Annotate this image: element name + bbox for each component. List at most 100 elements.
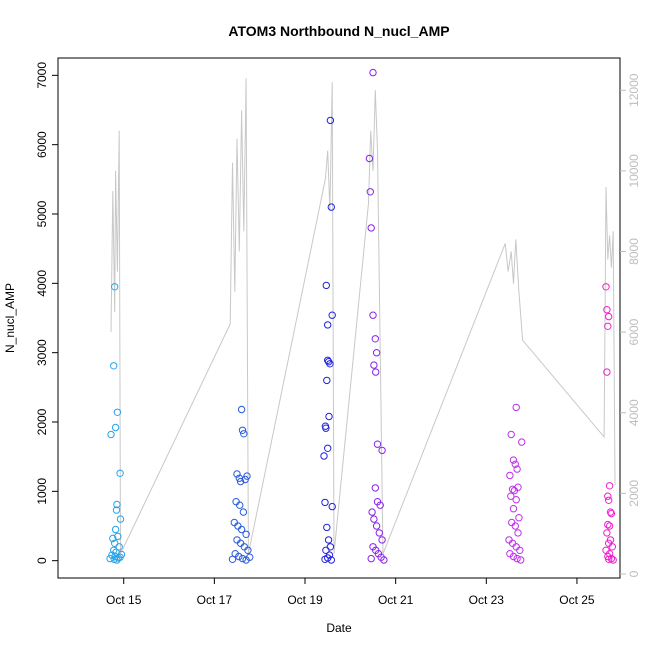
- data-point: [110, 362, 118, 370]
- y2-tick-label: 12000: [627, 73, 641, 107]
- data-point: [604, 492, 612, 500]
- data-point: [323, 523, 331, 532]
- data-point: [507, 492, 515, 500]
- data-point: [373, 440, 382, 448]
- data-point: [513, 554, 521, 563]
- data-point: [116, 469, 124, 477]
- chart-title: ATOM3 Northbound N_nucl_AMP: [228, 23, 449, 39]
- data-point: [372, 368, 380, 376]
- y-tick-label: 4000: [35, 270, 49, 297]
- data-point: [111, 423, 120, 432]
- x-axis-label: Date: [326, 621, 352, 635]
- data-point: [246, 553, 254, 561]
- data-point: [369, 68, 377, 77]
- secondary-series-line: [110, 78, 616, 555]
- data-point: [609, 556, 617, 564]
- data-point: [509, 505, 518, 513]
- data-point: [367, 554, 375, 563]
- data-point: [232, 498, 240, 506]
- data-point: [604, 322, 612, 330]
- data-point: [326, 543, 335, 551]
- plot-area: 0 1000 2000 3000 4000 5000 6000 7000 0 2000 4000 60…: [35, 57, 641, 607]
- y-tick-label: 1000: [35, 478, 49, 505]
- data-point: [320, 452, 328, 460]
- data-point: [507, 430, 515, 439]
- data-point: [107, 430, 115, 439]
- data-point: [324, 444, 332, 452]
- data-point: [375, 529, 383, 537]
- data-point: [509, 456, 518, 464]
- data-point: [236, 501, 244, 509]
- data-point: [327, 203, 335, 211]
- y2-tick-label: 10000: [627, 154, 641, 188]
- data-point: [111, 525, 120, 534]
- data-point: [324, 321, 332, 329]
- data-point: [322, 424, 330, 432]
- x-tick-label: Oct 19: [287, 593, 323, 607]
- data-point: [240, 430, 248, 438]
- data-point: [513, 465, 521, 473]
- y-tick-label: 5000: [35, 200, 49, 227]
- x-tick-label: Oct 15: [106, 593, 142, 607]
- data-point: [228, 555, 237, 563]
- data-point: [602, 283, 610, 291]
- data-point: [518, 438, 526, 446]
- data-point: [326, 116, 335, 125]
- data-point: [511, 460, 519, 468]
- data-point: [514, 529, 522, 537]
- data-point: [328, 502, 336, 511]
- data-point: [111, 283, 119, 291]
- data-point: [237, 405, 246, 414]
- data-point: [368, 508, 376, 516]
- data-point: [106, 554, 114, 563]
- x-tick-label: Oct 25: [559, 593, 595, 607]
- y-axis-label: N_nucl_AMP: [3, 283, 17, 353]
- data-point: [512, 403, 520, 412]
- data-point: [367, 224, 375, 232]
- y2-tick-label: 8000: [627, 238, 641, 265]
- data-point: [608, 543, 616, 551]
- data-point: [370, 515, 378, 523]
- data-point: [112, 506, 121, 514]
- data-point: [605, 555, 613, 563]
- data-point: [321, 555, 329, 563]
- x-tick-label: Oct 17: [197, 593, 233, 607]
- y2-tick-label: 0: [627, 570, 641, 577]
- data-point: [235, 552, 243, 561]
- data-point: [508, 485, 517, 493]
- data-point: [370, 361, 378, 369]
- data-point: [371, 484, 379, 492]
- x-tick-label: Oct 23: [469, 593, 505, 607]
- data-point: [603, 529, 611, 537]
- data-point: [376, 501, 384, 509]
- data-point: [606, 508, 615, 516]
- y-tick-label: 7000: [35, 62, 49, 89]
- data-point: [510, 486, 519, 495]
- data-point: [238, 426, 247, 434]
- y-tick-label: 3000: [35, 339, 49, 366]
- y2-tick-label: 4000: [627, 399, 641, 426]
- data-point: [605, 522, 614, 530]
- data-point: [607, 509, 616, 518]
- data-point: [114, 532, 122, 541]
- data-point: [115, 543, 123, 551]
- data-point: [603, 368, 611, 376]
- data-point: [116, 515, 125, 523]
- data-point: [113, 408, 122, 416]
- y2-tick-label: 2000: [627, 480, 641, 507]
- data-point: [378, 536, 386, 544]
- data-point: [603, 306, 611, 314]
- data-point: [238, 554, 247, 563]
- data-point: [366, 188, 374, 196]
- data-point: [243, 472, 251, 480]
- data-point: [380, 556, 388, 564]
- y-tick-label: 0: [35, 557, 49, 564]
- data-point: [324, 536, 333, 544]
- data-point: [508, 518, 516, 527]
- data-point: [512, 543, 520, 551]
- data-point: [517, 556, 525, 564]
- data-point: [322, 546, 330, 554]
- data-point: [321, 498, 329, 507]
